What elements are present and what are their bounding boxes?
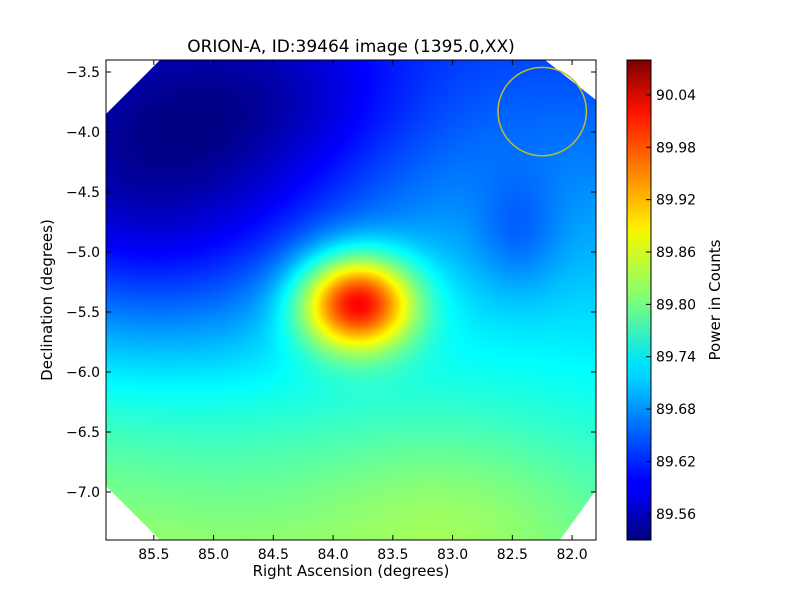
colorbar-tick-label: 89.68 bbox=[656, 402, 696, 418]
x-tick-label: 82.0 bbox=[557, 547, 588, 563]
x-axis-label: Right Ascension (degrees) bbox=[253, 562, 450, 580]
y-tick-label: −3.5 bbox=[66, 65, 100, 81]
colorbar: 89.56 89.62 89.68 89.74 89.80 89.86 89.92 89.98… bbox=[626, 59, 724, 541]
plot-frame bbox=[105, 59, 597, 541]
colorbar-tick-label: 89.86 bbox=[656, 245, 696, 261]
x-tick-label: 84.0 bbox=[317, 547, 348, 563]
y-tick-label: −5.0 bbox=[66, 245, 100, 261]
beam-circle bbox=[497, 66, 588, 157]
plot-area: 85.5 85.0 84.5 84.0 83.5 83.0 82.5 82.0 −3.5 −4.… bbox=[66, 59, 597, 563]
y-tick-label: −4.0 bbox=[66, 125, 100, 141]
x-axis-ticks: 85.5 85.0 84.5 84.0 83.5 83.0 82.5 82.0 bbox=[138, 60, 588, 563]
colorbar-gradient bbox=[627, 60, 651, 540]
x-tick-label: 82.5 bbox=[497, 547, 528, 563]
x-tick-label: 85.5 bbox=[138, 547, 169, 563]
colorbar-tick-label: 89.98 bbox=[656, 140, 696, 156]
y-tick-label: −6.0 bbox=[66, 365, 100, 381]
chart-title: ORION-A, ID:39464 image (1395.0,XX) bbox=[187, 37, 515, 57]
colorbar-tick-label: 89.80 bbox=[656, 297, 696, 313]
colorbar-tick-label: 89.74 bbox=[656, 350, 696, 366]
colorbar-tick-label: 89.56 bbox=[656, 507, 696, 523]
x-tick-label: 83.5 bbox=[377, 547, 408, 563]
y-axis-label: Declination (degrees) bbox=[38, 219, 56, 381]
y-tick-label: −7.0 bbox=[66, 485, 100, 501]
x-tick-label: 83.0 bbox=[437, 547, 468, 563]
colorbar-label: Power in Counts bbox=[706, 239, 724, 360]
x-tick-label: 84.5 bbox=[258, 547, 289, 563]
colorbar-tick-label: 89.92 bbox=[656, 193, 696, 209]
colorbar-tick-label: 89.62 bbox=[656, 454, 696, 470]
y-axis-ticks: −3.5 −4.0 −4.5 −5.0 −5.5 −6.0 −6.5 −7.0 bbox=[66, 65, 596, 501]
x-tick-label: 85.0 bbox=[198, 547, 229, 563]
heatmap-image bbox=[106, 60, 596, 540]
colorbar-frame bbox=[626, 59, 652, 541]
y-tick-label: −4.5 bbox=[66, 185, 100, 201]
colorbar-ticks: 89.56 89.62 89.68 89.74 89.80 89.86 89.92 89.98… bbox=[646, 88, 696, 523]
colorbar-tick-label: 90.04 bbox=[656, 88, 696, 104]
y-tick-label: −6.5 bbox=[66, 425, 100, 441]
y-tick-label: −5.5 bbox=[66, 305, 100, 321]
